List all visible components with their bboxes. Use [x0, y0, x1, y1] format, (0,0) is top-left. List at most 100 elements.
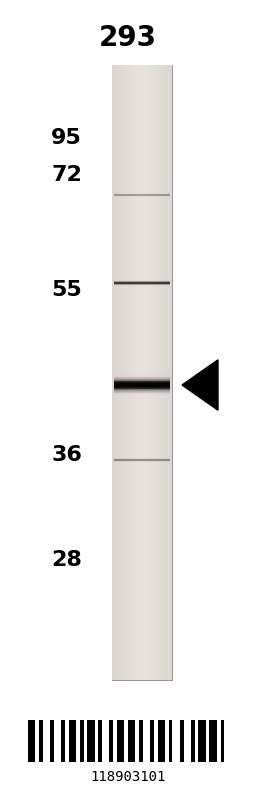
Bar [114, 402, 170, 403]
Bar [114, 408, 170, 410]
Bar [129, 65, 130, 680]
Bar [114, 401, 170, 402]
Bar [114, 390, 170, 392]
Bar [87, 720, 95, 762]
Bar [114, 370, 170, 371]
Bar [114, 394, 170, 396]
Bar [128, 720, 135, 762]
Bar [170, 65, 172, 680]
Bar [61, 720, 65, 762]
Bar [114, 362, 170, 363]
Bar [112, 65, 172, 680]
Bar [114, 386, 170, 387]
Bar [114, 378, 170, 380]
Bar [114, 395, 170, 397]
Bar [127, 65, 129, 680]
Bar [110, 720, 113, 762]
Bar [114, 403, 170, 405]
Bar [114, 378, 170, 379]
Bar [146, 65, 148, 680]
Text: 28: 28 [51, 550, 82, 570]
Bar [80, 720, 83, 762]
Bar [114, 363, 170, 365]
Bar [114, 397, 170, 398]
Text: 72: 72 [51, 165, 82, 185]
Bar [151, 65, 153, 680]
Bar [112, 65, 113, 680]
Bar [136, 65, 137, 680]
Bar [167, 65, 169, 680]
Bar [114, 394, 170, 395]
Bar [121, 65, 123, 680]
Bar [169, 720, 173, 762]
Bar [114, 366, 170, 368]
Bar [169, 65, 170, 680]
Bar [114, 393, 170, 394]
Bar [158, 720, 165, 762]
Text: 55: 55 [51, 280, 82, 300]
Bar [160, 65, 162, 680]
Bar [114, 387, 170, 389]
Bar [113, 65, 115, 680]
Bar [114, 367, 170, 369]
Bar [114, 370, 170, 372]
Bar [114, 391, 170, 393]
Bar [114, 377, 170, 378]
Bar [114, 396, 170, 398]
Bar [142, 65, 144, 680]
Bar [163, 65, 165, 680]
Bar [114, 375, 170, 377]
Bar [120, 65, 121, 680]
Bar [125, 65, 127, 680]
Bar [221, 720, 224, 762]
Bar [114, 390, 170, 391]
Bar [114, 376, 170, 378]
Bar [114, 402, 170, 404]
Bar [150, 720, 154, 762]
Bar [165, 65, 166, 680]
Bar [114, 400, 170, 402]
Bar [209, 720, 217, 762]
Polygon shape [182, 360, 218, 410]
Bar [123, 65, 124, 680]
Bar [114, 368, 170, 370]
Bar [148, 65, 150, 680]
Bar [114, 373, 170, 374]
Bar [114, 385, 170, 386]
Text: 118903101: 118903101 [90, 770, 166, 784]
Bar [155, 65, 157, 680]
Bar [114, 374, 170, 375]
Bar [166, 65, 167, 680]
Bar [50, 720, 54, 762]
Bar [150, 65, 151, 680]
Bar [114, 366, 170, 367]
Bar [98, 720, 102, 762]
Bar [115, 65, 116, 680]
Bar [114, 386, 170, 388]
Text: 36: 36 [51, 445, 82, 465]
Text: 95: 95 [51, 128, 82, 148]
Bar [133, 65, 134, 680]
Bar [114, 389, 170, 390]
Bar [157, 65, 158, 680]
Bar [130, 65, 132, 680]
Bar [191, 720, 195, 762]
Bar [198, 720, 206, 762]
Bar [154, 65, 155, 680]
Bar [153, 65, 154, 680]
Bar [114, 404, 170, 406]
Bar [114, 398, 170, 400]
Bar [114, 388, 170, 390]
Bar [69, 720, 76, 762]
Bar [162, 65, 163, 680]
Bar [124, 65, 125, 680]
Bar [114, 369, 170, 370]
Bar [114, 406, 170, 408]
Bar [141, 65, 142, 680]
Bar [114, 361, 170, 362]
Bar [116, 65, 118, 680]
Bar [114, 382, 170, 384]
Bar [39, 720, 43, 762]
Bar [114, 381, 170, 382]
Bar [114, 406, 170, 407]
